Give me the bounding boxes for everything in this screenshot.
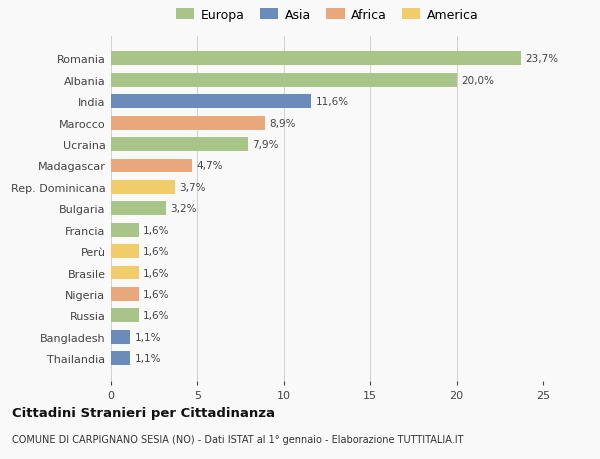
Legend: Europa, Asia, Africa, America: Europa, Asia, Africa, America [176,9,478,22]
Text: Cittadini Stranieri per Cittadinanza: Cittadini Stranieri per Cittadinanza [12,406,275,419]
Bar [111,309,139,323]
Bar [111,74,457,88]
Bar [111,138,248,152]
Bar [111,159,192,173]
Text: 1,6%: 1,6% [143,289,169,299]
Text: 1,6%: 1,6% [143,311,169,321]
Text: 3,7%: 3,7% [179,183,206,192]
Bar [111,266,139,280]
Text: 7,9%: 7,9% [252,140,278,150]
Text: 1,1%: 1,1% [134,332,161,342]
Text: 11,6%: 11,6% [316,97,349,107]
Bar [111,52,521,66]
Bar [111,180,175,195]
Text: 3,2%: 3,2% [170,204,197,214]
Bar [111,352,130,365]
Text: 1,1%: 1,1% [134,353,161,364]
Bar [111,287,139,301]
Text: 1,6%: 1,6% [143,225,169,235]
Bar [111,245,139,258]
Text: 1,6%: 1,6% [143,268,169,278]
Bar [111,117,265,130]
Text: 23,7%: 23,7% [525,54,558,64]
Bar [111,330,130,344]
Bar [111,223,139,237]
Text: 20,0%: 20,0% [461,76,494,86]
Text: 8,9%: 8,9% [269,118,296,129]
Text: 4,7%: 4,7% [197,161,223,171]
Text: 1,6%: 1,6% [143,246,169,257]
Text: COMUNE DI CARPIGNANO SESIA (NO) - Dati ISTAT al 1° gennaio - Elaborazione TUTTIT: COMUNE DI CARPIGNANO SESIA (NO) - Dati I… [12,434,464,444]
Bar [111,95,311,109]
Bar [111,202,166,216]
